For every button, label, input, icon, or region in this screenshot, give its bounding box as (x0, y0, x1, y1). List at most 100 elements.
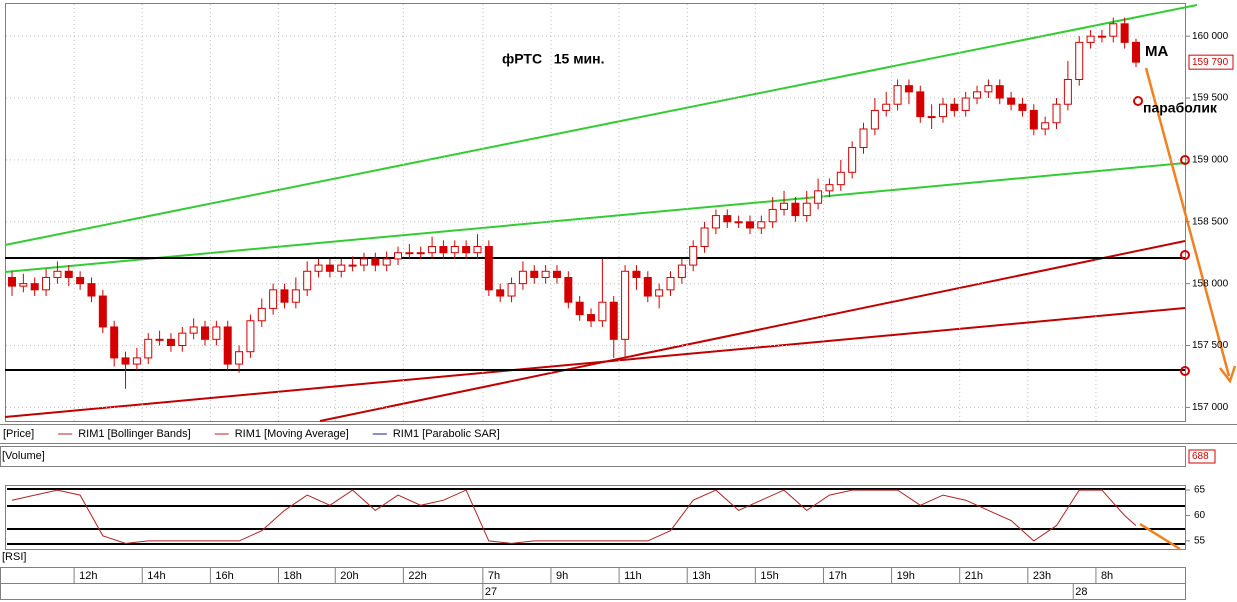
candle-body (904, 85, 913, 93)
candle-body (507, 283, 516, 297)
candle-body (8, 276, 16, 287)
candle-body (291, 289, 300, 303)
candle-body (98, 295, 107, 328)
annotation: параболик (1143, 100, 1218, 116)
candle-body (53, 270, 62, 278)
x-tick-label: 7h (488, 570, 500, 582)
candle-body (76, 276, 85, 285)
trend-line (4, 4, 1198, 246)
candle-body (450, 246, 459, 254)
x-tick-label: 19h (897, 570, 915, 582)
y-tick-label: 159 000 (1192, 155, 1229, 166)
candle-body (961, 97, 970, 111)
candle-body (973, 91, 982, 99)
trend-line (4, 307, 1186, 418)
rsi-panel (5, 485, 1186, 550)
candle-body (1097, 35, 1106, 38)
date-label: 28 (1075, 586, 1087, 598)
candle-body (484, 246, 493, 291)
candle-body (598, 301, 607, 322)
date-axis (0, 583, 1186, 600)
candle-body (814, 190, 823, 204)
marker-circle (1180, 250, 1190, 260)
candle-body (768, 208, 777, 223)
candle-body (64, 270, 73, 278)
candle-body (1041, 122, 1050, 130)
y-tick-label: 160 000 (1192, 31, 1229, 42)
candle-body (166, 338, 175, 347)
candle-body (19, 283, 28, 287)
candle-body (552, 270, 561, 278)
chart-title: фРТС 15 мин. (502, 51, 605, 67)
x-tick-label: 21h (965, 570, 983, 582)
x-tick-label: 18h (283, 570, 301, 582)
candle-body (1007, 97, 1016, 105)
legend-label: RIM1 [Parabolic SAR] (393, 428, 500, 440)
last-price-label: 159 790 (1192, 57, 1229, 68)
candle-body (893, 85, 902, 105)
candle-body (995, 85, 1004, 99)
candle-body (269, 289, 278, 309)
candle-body (246, 320, 255, 353)
candle-body (655, 289, 664, 297)
candle-body (121, 357, 130, 365)
candle-body (802, 202, 811, 217)
candle-body (496, 289, 505, 297)
candle-body (575, 301, 584, 316)
candle-body (201, 326, 210, 340)
y-tick-label: 158 000 (1192, 278, 1229, 289)
candle-body (666, 276, 675, 291)
candle-body (780, 202, 789, 210)
candle-body (1075, 41, 1084, 80)
candle-body (325, 264, 334, 272)
legend-label: RIM1 [Bollinger Bands] (78, 428, 191, 440)
last-price-box (1188, 54, 1234, 70)
candle-body (155, 338, 164, 341)
candle-body (859, 128, 868, 149)
x-tick-label: 16h (215, 570, 233, 582)
x-tick-label: 17h (828, 570, 846, 582)
candle-body (1018, 103, 1027, 111)
candle-body (632, 270, 641, 278)
candle-body (178, 332, 187, 347)
candle-body (1120, 23, 1129, 43)
date-label: 27 (485, 586, 497, 598)
candle-body (428, 246, 437, 254)
candle-body (1052, 103, 1061, 124)
candle-body (405, 252, 414, 255)
marks: 157 000 157 500 158 000 158 500 159 000 159 5… (3, 4, 1234, 600)
candle-body (1109, 23, 1118, 37)
y-tick-label: 65 (1194, 485, 1206, 496)
candle-body (416, 252, 425, 255)
y-tick-label: 60 (1194, 510, 1206, 521)
y-tick-label: 158 500 (1192, 216, 1229, 227)
candle-body (677, 264, 686, 278)
candle-body (836, 171, 845, 186)
candle-body (144, 338, 153, 359)
candle-body (1063, 78, 1072, 105)
candle-body (825, 184, 834, 192)
candle-body (1029, 109, 1038, 130)
panel-title: [Volume] (2, 450, 45, 462)
candle-body (257, 307, 266, 322)
candle-body (439, 246, 448, 254)
candle-body (621, 270, 630, 340)
candle-body (42, 276, 51, 291)
x-tick-label: 22h (408, 570, 426, 582)
marker-circle (1133, 96, 1143, 106)
y-tick-label: 157 500 (1192, 340, 1229, 351)
candle-body (303, 270, 312, 291)
candle-body (916, 91, 925, 118)
candle-body (87, 283, 96, 297)
x-tick-label: 20h (340, 570, 358, 582)
volume-panel (0, 446, 1186, 467)
candle-body (348, 264, 357, 267)
candle-body (700, 227, 709, 248)
legend-label: RIM1 [Moving Average] (235, 428, 349, 440)
candle-body (189, 326, 198, 334)
candle-body (882, 103, 891, 111)
x-tick-label: 11h (624, 570, 642, 582)
panel-title: [RSI] (2, 551, 26, 563)
